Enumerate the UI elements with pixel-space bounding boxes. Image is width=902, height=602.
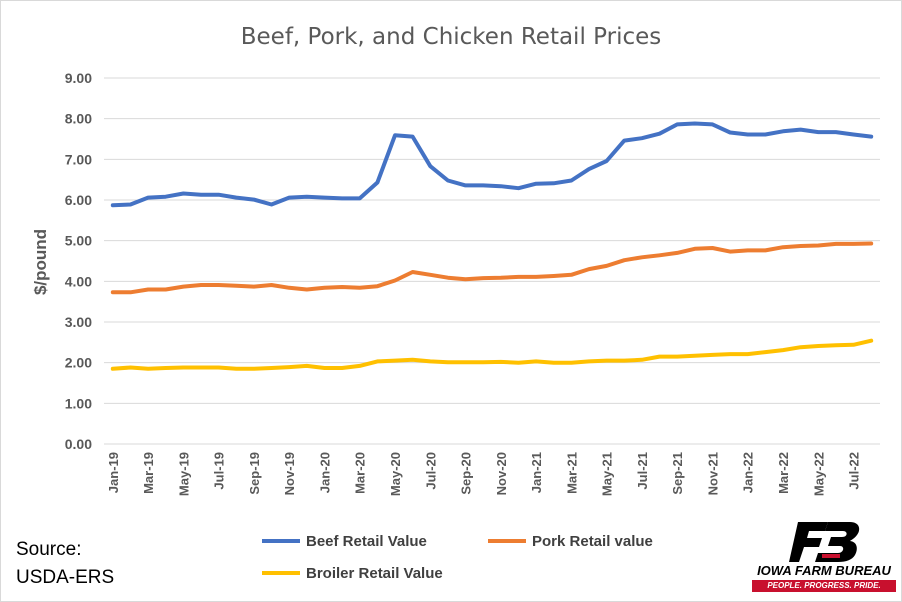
source-name: USDA-ERS bbox=[16, 567, 115, 588]
x-tick-label: May-22 bbox=[811, 452, 826, 496]
x-tick-label: Sep-20 bbox=[459, 452, 474, 495]
legend: Beef Retail Value Pork Retail value Broi… bbox=[262, 533, 653, 582]
y-tick-label: 5.00 bbox=[65, 233, 92, 249]
x-axis-ticks: Jan-19 Mar-19 May-19 Jul-19 Sep-19 Nov-19 Jan-… bbox=[106, 452, 862, 496]
x-tick-label: Mar-19 bbox=[141, 452, 156, 494]
x-tick-label: Jan-20 bbox=[317, 452, 332, 493]
y-tick-label: 2.00 bbox=[65, 355, 92, 371]
source-label: Source: bbox=[16, 539, 82, 560]
chart-title: Beef, Pork, and Chicken Retail Prices bbox=[241, 24, 662, 50]
x-tick-label: Nov-21 bbox=[705, 452, 720, 495]
x-tick-label: Nov-19 bbox=[282, 452, 297, 495]
logo-tagline: PEOPLE. PROGRESS. PRIDE. bbox=[752, 580, 896, 592]
x-tick-label: Jul-21 bbox=[635, 452, 650, 490]
x-tick-label: Jan-21 bbox=[529, 452, 544, 493]
legend-label-beef: Beef Retail Value bbox=[306, 533, 427, 550]
x-tick-label: Sep-19 bbox=[247, 452, 262, 495]
x-tick-label: Jan-19 bbox=[106, 452, 121, 493]
x-tick-label: Mar-22 bbox=[776, 452, 791, 494]
y-tick-label: 7.00 bbox=[65, 151, 92, 167]
legend-item-broiler: Broiler Retail Value bbox=[262, 565, 443, 582]
x-tick-label: Mar-20 bbox=[353, 452, 368, 494]
y-tick-label: 6.00 bbox=[65, 192, 92, 208]
source-note: Source: USDA-ERS bbox=[16, 536, 114, 592]
y-tick-label: 9.00 bbox=[65, 70, 92, 86]
x-tick-label: Jul-20 bbox=[423, 452, 438, 490]
iowa-farm-bureau-logo: IOWA FARM BUREAU PEOPLE. PROGRESS. PRIDE… bbox=[750, 520, 898, 595]
iowa-farm-bureau-fb-logo-icon bbox=[789, 522, 860, 562]
series-line-beef bbox=[110, 121, 874, 208]
legend-item-pork: Pork Retail value bbox=[488, 533, 653, 550]
x-tick-label: May-21 bbox=[600, 452, 615, 496]
x-tick-label: Jul-19 bbox=[212, 452, 227, 490]
x-tick-label: Nov-20 bbox=[494, 452, 509, 495]
y-tick-label: 1.00 bbox=[65, 395, 92, 411]
legend-label-broiler: Broiler Retail Value bbox=[306, 565, 443, 582]
y-axis-ticks: 0.00 1.00 2.00 3.00 4.00 5.00 6.00 7.00 8.00 9.00 bbox=[65, 70, 92, 452]
y-tick-label: 3.00 bbox=[65, 314, 92, 330]
x-tick-label: Jul-22 bbox=[847, 452, 862, 490]
y-tick-label: 0.00 bbox=[65, 436, 92, 452]
x-tick-label: May-19 bbox=[176, 452, 191, 496]
legend-label-pork: Pork Retail value bbox=[532, 533, 653, 550]
legend-item-beef: Beef Retail Value bbox=[262, 533, 427, 550]
logo-name: IOWA FARM BUREAU bbox=[757, 563, 891, 578]
y-tick-label: 4.00 bbox=[65, 273, 92, 289]
y-tick-label: 8.00 bbox=[65, 111, 92, 127]
series-lines bbox=[110, 121, 874, 371]
y-axis-label: $/pound bbox=[31, 229, 50, 295]
x-tick-label: May-20 bbox=[388, 452, 403, 496]
series-line-broiler bbox=[110, 338, 874, 371]
series-line-pork bbox=[110, 241, 874, 295]
gridlines bbox=[104, 77, 880, 404]
x-tick-label: Mar-21 bbox=[564, 452, 579, 494]
x-tick-label: Sep-21 bbox=[670, 452, 685, 495]
x-tick-label: Jan-22 bbox=[741, 452, 756, 493]
